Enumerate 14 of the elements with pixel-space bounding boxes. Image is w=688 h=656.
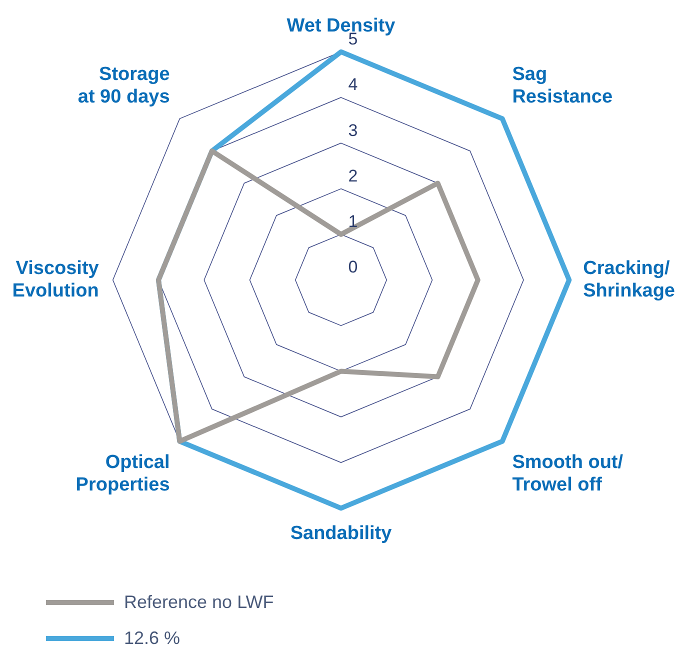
y-tick-label: 2 xyxy=(348,166,358,186)
y-tick-label: 3 xyxy=(348,120,358,140)
y-tick-label: 4 xyxy=(348,75,358,94)
spoke-label: Sandability xyxy=(290,522,392,544)
legend-label: Reference no LWF xyxy=(124,592,274,612)
y-tick-label: 0 xyxy=(348,258,358,277)
legend-label: 12.6 % xyxy=(124,628,180,648)
spoke-label: Cracking/Shrinkage xyxy=(583,258,676,302)
spoke-label: Optical Properties xyxy=(76,452,170,496)
spoke-label: Sag Resistance xyxy=(512,64,613,108)
spoke-label: Viscosity Evolution xyxy=(12,258,100,302)
spoke-label: Smooth out/Trowel off xyxy=(512,452,624,496)
y-tick-label: 1 xyxy=(348,212,358,232)
spoke-label: Storage at 90 days xyxy=(78,64,170,108)
